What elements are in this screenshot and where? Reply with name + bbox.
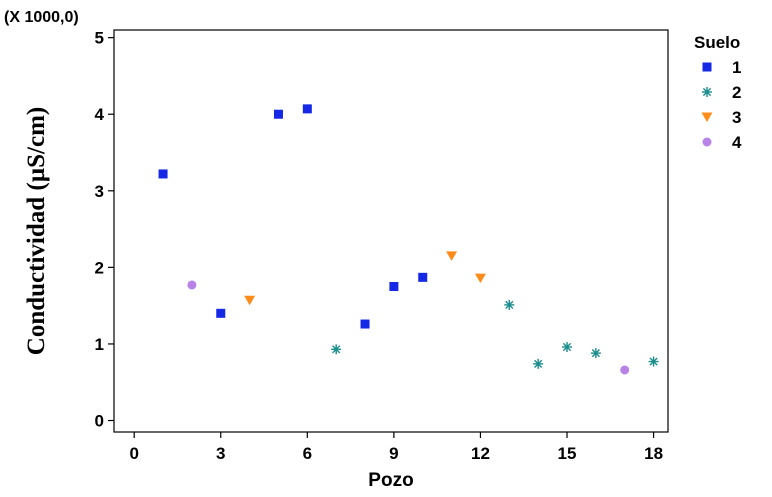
data-point-suelo-2	[590, 348, 601, 359]
data-point-suelo-1	[389, 282, 399, 292]
y-tick-label: 1	[95, 335, 104, 354]
data-point-suelo-3	[446, 251, 458, 261]
data-point-suelo-1	[158, 169, 168, 179]
x-tick-label: 0	[129, 444, 138, 463]
data-point-suelo-1	[418, 272, 428, 282]
data-point-suelo-2	[504, 299, 515, 310]
y-axis-ticks: 0 1 2 3 4 5	[95, 29, 114, 431]
x-tick-label: 3	[216, 444, 225, 463]
plot-frame	[113, 29, 669, 433]
data-point-suelo-1	[273, 109, 283, 119]
legend-label-suelo-4: 4	[732, 133, 742, 152]
legend-marker-suelo-1	[702, 62, 712, 72]
data-point-suelo-2	[562, 342, 573, 353]
legend: Suelo 1 2 3 4	[694, 33, 742, 152]
legend-title: Suelo	[694, 33, 740, 52]
legend-marker-suelo-4	[702, 137, 712, 147]
data-point-suelo-3	[244, 295, 256, 306]
y-tick-label: 5	[95, 29, 104, 48]
y-tick-label: 4	[95, 105, 105, 124]
data-point-suelo-3	[474, 273, 486, 284]
y-tick-label: 3	[95, 182, 104, 201]
data-point-suelo-2	[648, 356, 659, 367]
y-tick-label: 2	[95, 258, 104, 277]
data-point-suelo-4	[187, 280, 197, 290]
x-axis-label: Pozo	[368, 470, 413, 491]
legend-marker-suelo-3	[701, 112, 713, 122]
data-point-suelo-4	[620, 365, 630, 375]
x-tick-label: 12	[471, 444, 490, 463]
axis-multiplier-label: (X 1000,0)	[4, 9, 79, 26]
x-tick-label: 18	[644, 444, 663, 463]
x-tick-label: 15	[558, 444, 577, 463]
data-points	[158, 104, 659, 375]
y-tick-label: 0	[95, 412, 104, 431]
data-point-suelo-2	[533, 358, 544, 369]
legend-label-suelo-1: 1	[732, 58, 741, 77]
data-point-suelo-2	[331, 344, 342, 355]
x-axis-ticks: 0 3 6 9 12 15 18	[129, 432, 663, 463]
data-point-suelo-1	[360, 319, 370, 329]
x-tick-label: 6	[303, 444, 312, 463]
data-point-suelo-1	[216, 308, 226, 318]
legend-label-suelo-2: 2	[732, 83, 741, 102]
data-point-suelo-1	[302, 104, 312, 114]
legend-marker-suelo-2	[702, 87, 712, 97]
x-tick-label: 9	[389, 444, 398, 463]
y-axis-label: Conductividad (µS/cm)	[23, 107, 50, 355]
legend-label-suelo-3: 3	[732, 108, 741, 127]
